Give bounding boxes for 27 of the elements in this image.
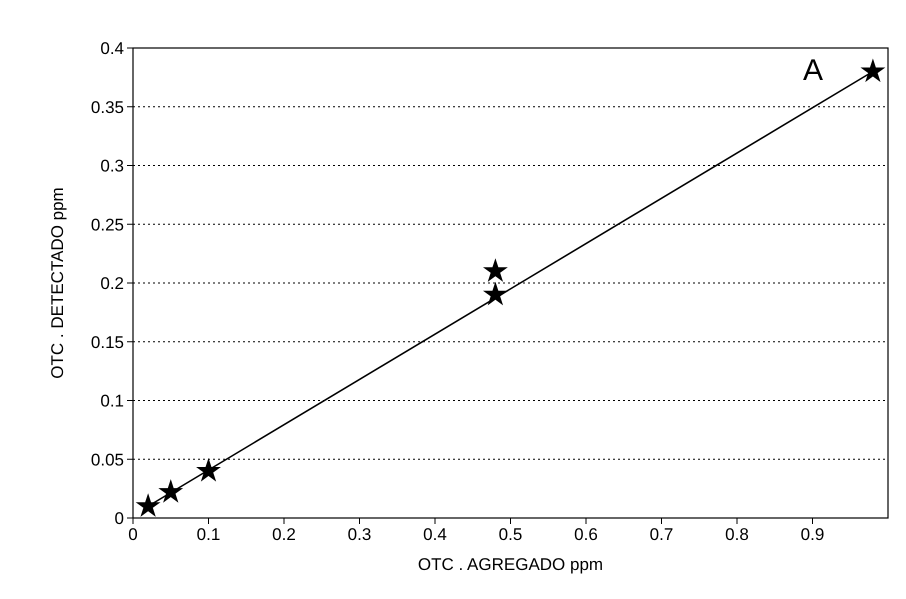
y-tick-label: 0 bbox=[114, 509, 124, 528]
x-tick-label: 0.5 bbox=[498, 525, 522, 544]
y-axis-title: OTC . DETECTADO ppm bbox=[48, 187, 67, 379]
x-axis-title: OTC . AGREGADO ppm bbox=[418, 555, 604, 574]
x-tick-label: 0.6 bbox=[574, 525, 598, 544]
point bbox=[484, 259, 507, 282]
y-tick-label: 0.05 bbox=[90, 450, 124, 470]
chart-title: A bbox=[802, 54, 824, 87]
y-tick-label: 0.1 bbox=[100, 392, 124, 410]
y-tick-label: 0.3 bbox=[100, 156, 124, 176]
y-tick-label: 0.35 bbox=[90, 98, 124, 117]
x-tick-label: 0.8 bbox=[725, 525, 749, 544]
x-tick-label: 0.3 bbox=[348, 525, 372, 544]
x-tick-label: 0.9 bbox=[800, 525, 824, 544]
x-tick-label: 0.4 bbox=[423, 525, 447, 544]
x-tick-label: 0.2 bbox=[272, 525, 296, 544]
x-tick-label: 0.1 bbox=[196, 525, 220, 544]
point bbox=[136, 494, 160, 516]
x-tick-label: 0.7 bbox=[650, 525, 674, 544]
y-tick-label: 0.25 bbox=[90, 215, 124, 234]
y-tick-label: 0.2 bbox=[100, 274, 124, 293]
y-tick-label: 0.15 bbox=[90, 332, 124, 352]
point bbox=[159, 480, 182, 502]
y-tick-label: 0.4 bbox=[100, 39, 124, 58]
x-tick-label: 0 bbox=[128, 525, 138, 544]
point bbox=[197, 459, 220, 481]
point bbox=[862, 60, 884, 82]
